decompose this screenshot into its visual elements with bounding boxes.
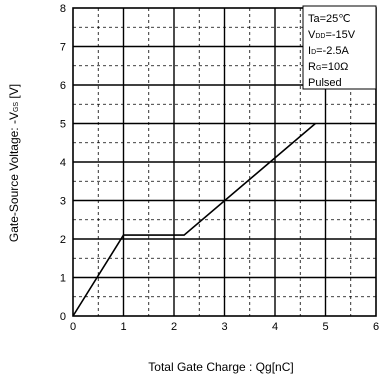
x-tick-label: 0 [70, 321, 76, 333]
y-tick-label: 7 [60, 42, 66, 54]
conditions-box-frame [302, 5, 377, 90]
x-tick-label: 2 [171, 321, 177, 333]
conditions-box: Ta=25℃ VDD=-15V ID=-2.5A RG=10Ω Pulsed [302, 5, 377, 90]
condition-text: VDD=-15V [308, 29, 356, 41]
x-tick-label: 5 [322, 321, 328, 333]
condition-text: Ta=25℃ [308, 13, 351, 25]
y-tick-label: 5 [60, 119, 66, 131]
y-tick-label: 6 [60, 80, 66, 92]
y-tick-label: 0 [60, 311, 66, 323]
condition-text: ID=-2.5A [308, 45, 350, 57]
series-line [72, 122, 316, 317]
condition-text: RG=10Ω [308, 61, 348, 73]
x-tick-label: 3 [221, 321, 227, 333]
x-tick-label: 4 [272, 321, 278, 333]
x-tick-label: 1 [120, 321, 126, 333]
x-tick-labels: 0 1 2 3 4 5 6 [70, 321, 379, 333]
condition-text: Pulsed [308, 77, 342, 89]
y-tick-label: 3 [60, 196, 66, 208]
y-axis-title: Gate-Source Voltage: -VGS [V] [7, 84, 21, 242]
x-axis-title: Total Gate Charge : Qg[nC] [148, 360, 293, 374]
y-tick-label: 1 [60, 273, 66, 285]
y-tick-labels: 0 1 2 3 4 5 6 7 8 [60, 3, 66, 323]
series-group [72, 122, 316, 317]
y-tick-label: 8 [60, 3, 66, 15]
y-tick-label: 2 [60, 234, 66, 246]
plot-frame [72, 7, 377, 317]
y-tick-label: 4 [60, 157, 66, 169]
major-grid [73, 8, 376, 316]
x-tick-label: 6 [373, 321, 379, 333]
